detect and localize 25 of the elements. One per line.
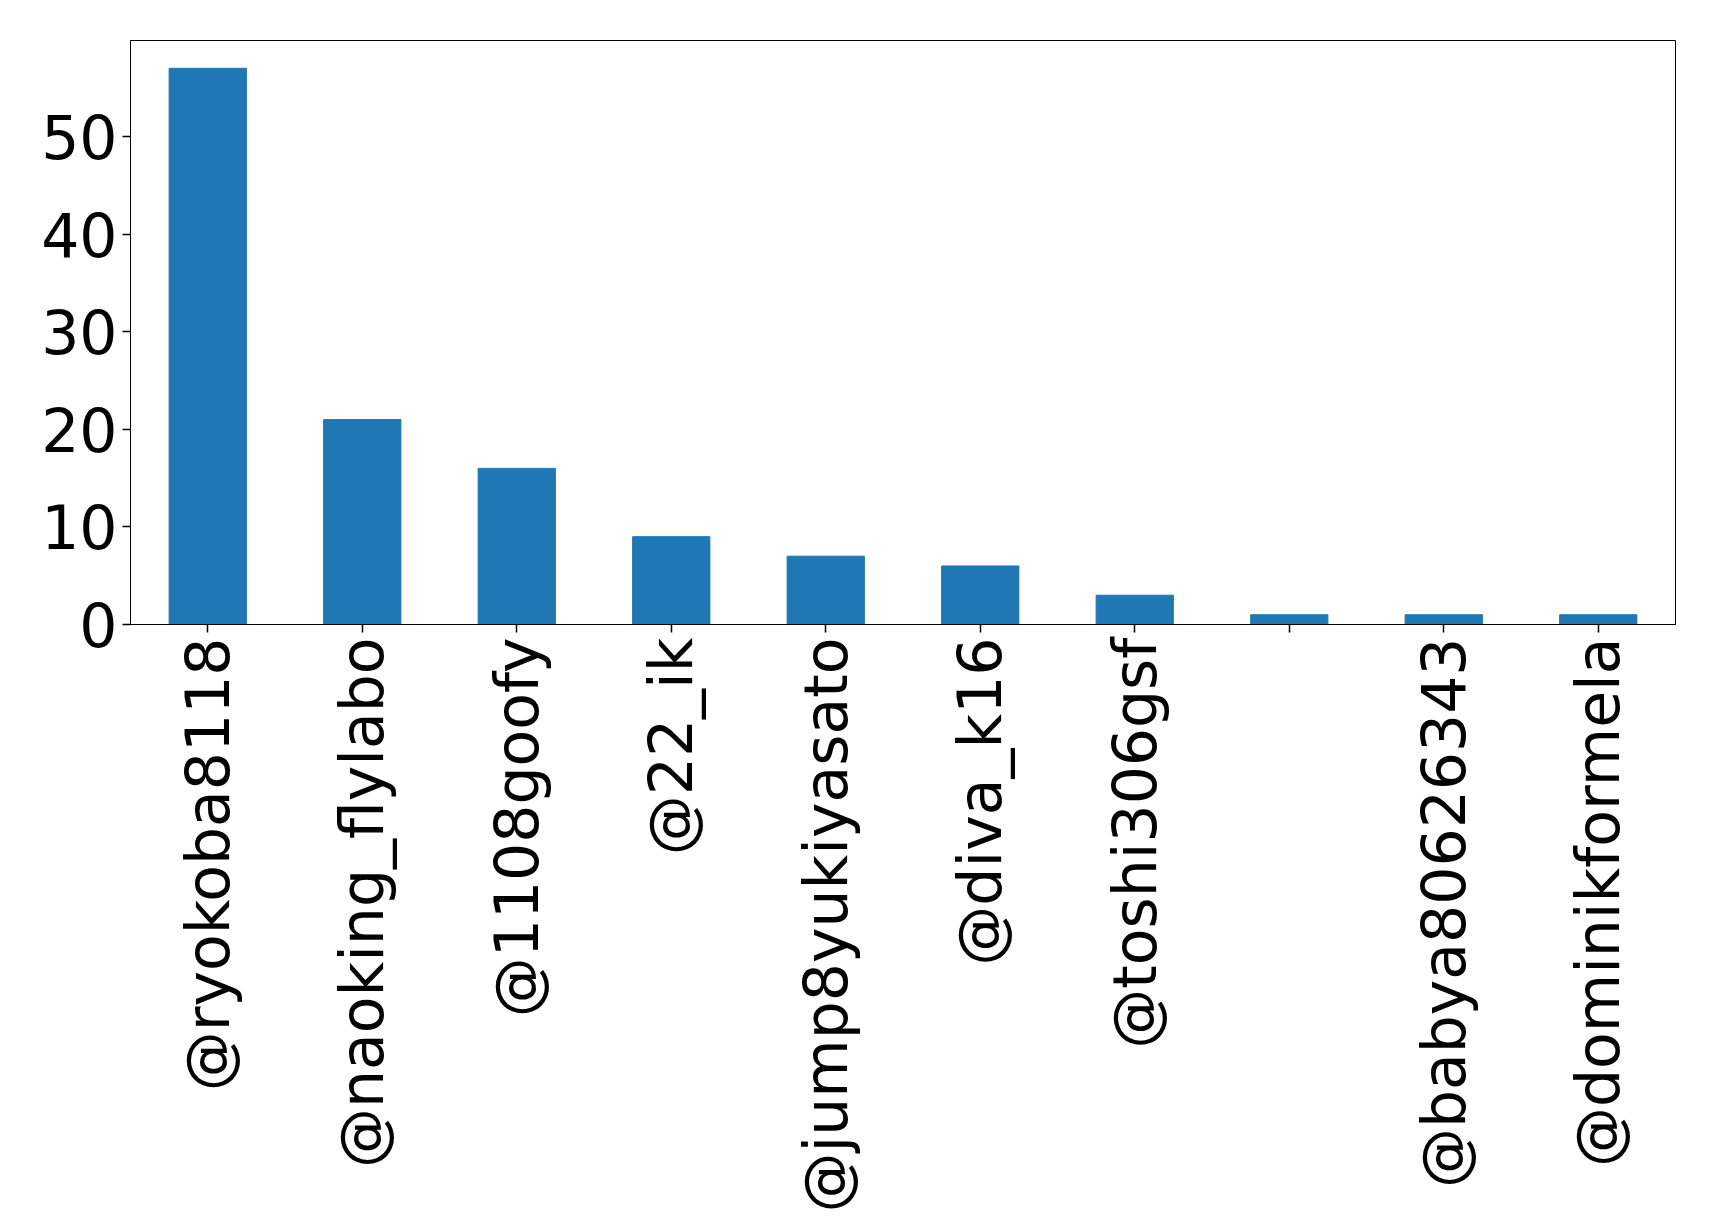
y-tick-label: 40 (41, 200, 118, 271)
bar (323, 419, 402, 625)
bar (477, 467, 556, 625)
y-tick-label: 50 (41, 103, 118, 174)
bar (168, 67, 247, 625)
x-tick-label: @dominikformela (1563, 637, 1634, 1168)
bar (1404, 614, 1483, 625)
x-tick-label: @naoking_flylabo (327, 637, 398, 1169)
y-tick-label: 30 (41, 298, 118, 369)
x-tick-label: @22_ik (636, 637, 707, 856)
bar (786, 555, 865, 625)
bar (1559, 614, 1638, 625)
bar (941, 565, 1020, 625)
y-tick-label: 10 (41, 493, 118, 564)
x-tick-label: @ryokoba8118 (172, 637, 243, 1092)
y-tick-label: 20 (41, 395, 118, 466)
x-tick-label: @jump8yukiyasato (790, 637, 861, 1213)
x-tick-label: @babya80626343 (1408, 637, 1479, 1189)
bar (1250, 614, 1329, 625)
x-tick-label: @toshi306gsf (1099, 635, 1170, 1049)
bar (632, 536, 711, 625)
x-tick-label: @1108goofy (481, 637, 552, 1018)
x-tick-label: @diva_k16 (945, 637, 1016, 966)
y-tick-label: 0 (79, 591, 118, 661)
bar (1095, 594, 1174, 625)
